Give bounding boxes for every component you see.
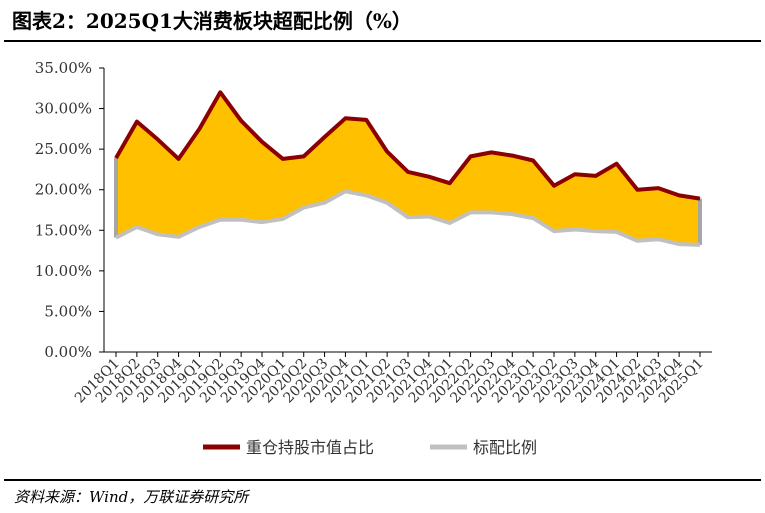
y-tick-label: 0.00% <box>44 343 92 361</box>
source-divider <box>4 479 761 481</box>
y-tick-label: 20.00% <box>35 181 92 199</box>
legend-label-holdings: 重仓持股市值占比 <box>246 438 374 457</box>
area-fill <box>116 92 700 245</box>
y-tick-label: 35.00% <box>35 59 92 77</box>
y-tick-label: 10.00% <box>35 262 92 280</box>
y-tick-label: 15.00% <box>35 221 92 239</box>
y-tick-label: 30.00% <box>35 100 92 118</box>
y-tick-label: 25.00% <box>35 140 92 158</box>
series-line-holdings <box>114 90 701 201</box>
title-divider <box>4 40 761 42</box>
chart-title: 图表2：2025Q1大消费板块超配比例（%） <box>12 9 412 33</box>
y-tick-label: 5.00% <box>44 302 92 320</box>
source-note: 资料来源：Wind，万联证券研究所 <box>14 488 249 506</box>
legend-label-benchmark: 标配比例 <box>473 438 537 457</box>
series-line-benchmark <box>115 189 701 247</box>
